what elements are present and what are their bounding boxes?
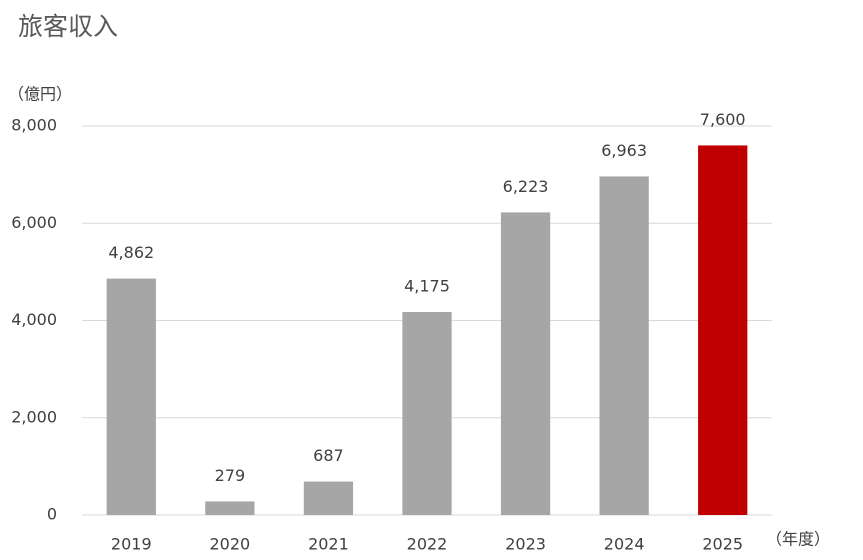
x-axis-unit: （年度） [766,530,830,549]
bar [205,501,255,515]
chart-title: 旅客収入 [18,12,118,41]
data-label: 687 [313,446,344,465]
x-tick-label: 2019 [111,535,152,554]
bar [500,212,551,516]
x-tick-label: 2021 [308,535,349,554]
x-tick-label: 2025 [702,535,743,554]
bar [599,176,649,515]
x-tick-label: 2020 [209,535,250,554]
data-label: 7,600 [700,110,746,129]
x-tick-label: 2022 [407,535,448,554]
y-tick-label: 8,000 [11,116,57,135]
y-tick-label: 2,000 [11,407,57,426]
y-tick-label: 0 [47,505,57,524]
x-tick-label: 2024 [604,535,645,554]
data-label: 4,175 [404,276,450,295]
bar [303,481,354,515]
data-label: 6,963 [601,141,647,160]
data-label: 4,862 [108,243,154,262]
y-tick-label: 4,000 [11,310,57,329]
bar [106,278,156,515]
x-tick-label: 2023 [505,535,546,554]
y-axis-unit: （億円） [8,85,72,104]
y-tick-label: 6,000 [11,213,57,232]
bar [402,311,452,515]
data-label: 279 [215,466,246,485]
bar [698,145,748,515]
data-label: 6,223 [503,177,549,196]
